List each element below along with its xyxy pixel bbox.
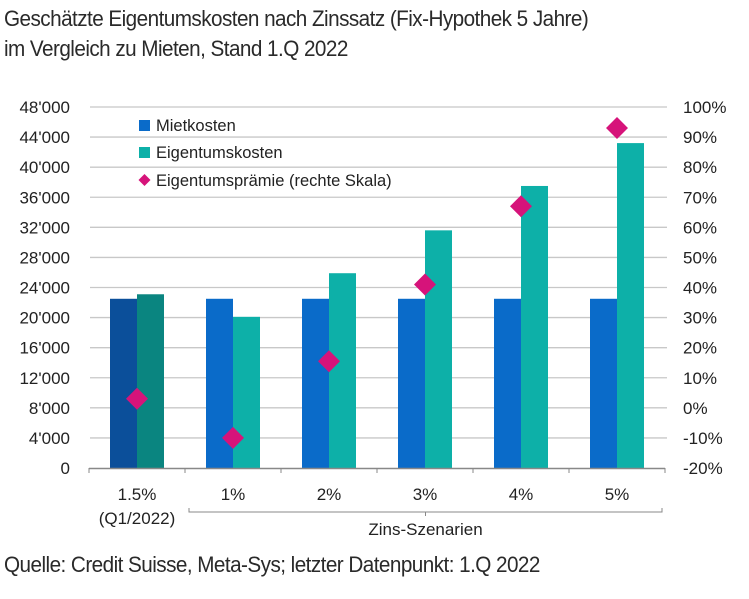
x-axis-category-label: 1% xyxy=(221,485,246,504)
legend-label-eigentumskosten: Eigentumskosten xyxy=(156,144,283,162)
right-axis-tick-label: 20% xyxy=(683,339,717,358)
marker-eigentumspraemie xyxy=(318,350,340,373)
bar-eigentumskosten xyxy=(329,273,356,468)
right-axis-tick-label: 30% xyxy=(683,309,717,328)
legend-swatch-eigentumskosten xyxy=(139,147,150,158)
left-axis-tick-label: 12'000 xyxy=(19,369,70,388)
legend: Mietkosten Eigentumskosten Eigentumspräm… xyxy=(138,117,392,190)
right-axis-tick-label: 40% xyxy=(683,279,717,298)
right-axis-tick-label: 90% xyxy=(683,128,717,147)
left-axis-tick-label: 4'000 xyxy=(29,429,70,448)
axes: 0 4'000 8'000 12'000 16'000 20'000 24'000 28'00… xyxy=(19,98,726,539)
bar-eigentumskosten xyxy=(137,294,164,468)
x-axis-category-label: 3% xyxy=(413,485,438,504)
bar-eigentumskosten xyxy=(521,185,548,468)
right-axis-tick-label: 10% xyxy=(683,369,717,388)
x-axis-category-label: 1.5% xyxy=(118,485,157,504)
left-axis-tick-label: 40'000 xyxy=(19,158,70,177)
right-axis-tick-label: 80% xyxy=(683,158,717,177)
x-axis-category-label: 5% xyxy=(605,485,630,504)
marker-eigentumspraemie xyxy=(510,195,532,218)
left-axis-tick-label: 0 xyxy=(61,459,70,478)
x-axis-category-label: 4% xyxy=(509,485,534,504)
left-axis-tick-label: 36'000 xyxy=(19,188,70,207)
chart-title-line-2: im Vergleich zu Mieten, Stand 1.Q 2022 xyxy=(4,36,348,61)
bar-mietkosten xyxy=(590,298,617,468)
source-note: Quelle: Credit Suisse, Meta-Sys; letzter… xyxy=(4,552,540,577)
bar-mietkosten xyxy=(110,298,137,468)
legend-label-mietkosten: Mietkosten xyxy=(156,117,236,135)
left-axis-tick-label: 48'000 xyxy=(19,98,70,117)
chart-title-line-1: Geschätzte Eigentumskosten nach Zinssatz… xyxy=(4,6,589,31)
premium-markers xyxy=(126,117,628,449)
bars xyxy=(110,143,644,468)
marker-eigentumspraemie xyxy=(222,426,244,449)
right-axis-tick-label: 0% xyxy=(683,399,708,418)
left-axis-tick-label: 24'000 xyxy=(19,279,70,298)
right-axis-tick-label: 60% xyxy=(683,218,717,237)
bar-eigentumskosten xyxy=(233,316,260,468)
group-label: Zins-Szenarien xyxy=(368,520,482,539)
marker-eigentumspraemie xyxy=(414,273,436,296)
bar-eigentumskosten xyxy=(425,230,452,468)
left-axis-tick-label: 44'000 xyxy=(19,128,70,147)
right-axis-tick-label: 70% xyxy=(683,188,717,207)
gridlines xyxy=(90,106,667,439)
legend-swatch-mietkosten xyxy=(139,120,150,131)
left-axis-tick-label: 16'000 xyxy=(19,339,70,358)
right-axis-tick-label: -20% xyxy=(683,459,723,478)
left-axis-tick-label: 20'000 xyxy=(19,309,70,328)
bar-mietkosten xyxy=(494,298,521,468)
legend-label-eigentumspraemie: Eigentumsprämie (rechte Skala) xyxy=(156,172,392,190)
bar-mietkosten xyxy=(398,298,425,468)
bar-eigentumskosten xyxy=(617,143,644,468)
marker-eigentumspraemie xyxy=(126,387,148,410)
group-bracket xyxy=(188,508,663,513)
marker-eigentumspraemie xyxy=(606,117,628,140)
right-axis-tick-label: 100% xyxy=(683,98,726,117)
left-axis-tick-label: 32'000 xyxy=(19,218,70,237)
right-axis-tick-label: 50% xyxy=(683,248,717,267)
x-axis-category-sublabel: (Q1/2022) xyxy=(99,509,176,528)
bar-mietkosten xyxy=(302,298,329,468)
left-axis-tick-label: 28'000 xyxy=(19,248,70,267)
left-axis-tick-label: 8'000 xyxy=(29,399,70,418)
right-axis-tick-label: -10% xyxy=(683,429,723,448)
chart-title: Geschätzte Eigentumskosten nach Zinssatz… xyxy=(4,4,589,64)
legend-diamond-icon xyxy=(138,174,151,186)
x-axis-category-label: 2% xyxy=(317,485,342,504)
